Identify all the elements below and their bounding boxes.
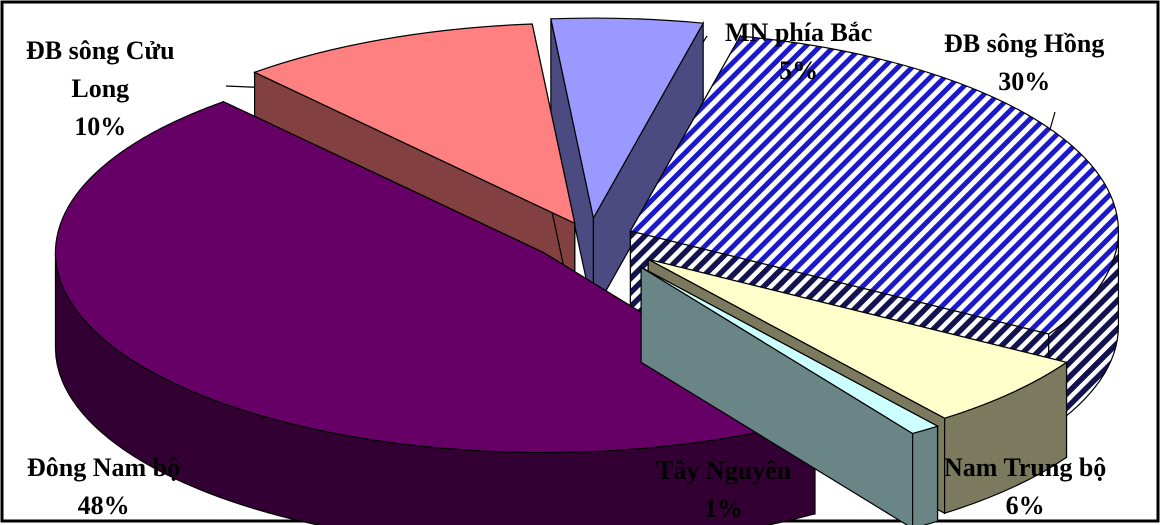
slice-2-top (647, 258, 1068, 419)
label-dnb-pct: 48% (77, 491, 130, 520)
slice-3-top (640, 266, 940, 435)
slice-0-top (550, 17, 705, 220)
slice-1-top (629, 35, 1119, 335)
label-db-song-cuu-long: ĐB sông Cửu Long 10% (26, 32, 175, 146)
label-mn-phia-bac: MN phía Bắc 5% (725, 14, 872, 90)
label-ntb-pct: 6% (1005, 491, 1045, 520)
label-mn-name: MN phía Bắc (725, 18, 873, 47)
label-dbsh-name: ĐB sông Hồng (944, 29, 1105, 58)
label-tay-nguyen: Tây Nguyên 1% (656, 452, 791, 525)
label-dnb-name: Đông Nam bộ (27, 453, 181, 482)
label-dong-nam-bo: Đông Nam bộ 48% (27, 449, 180, 525)
pie-slices (54, 17, 1120, 525)
label-cuulong-pct: 10% (74, 112, 127, 141)
pie-slice-0 (550, 17, 705, 316)
slice-5-top (253, 23, 576, 225)
slice-4-top (54, 100, 817, 454)
slice-3-rim (912, 425, 939, 525)
pie-slice-3 (640, 266, 940, 525)
label-dbsh-pct: 30% (998, 67, 1051, 96)
label-tn-name: Tây Nguyên (656, 456, 792, 485)
label-tn-pct: 1% (704, 494, 744, 523)
label-cuulong-name2: Long (71, 74, 130, 103)
label-cuulong-name1: ĐB sông Cửu (26, 36, 175, 65)
label-ntb-name: Nam Trung bộ (944, 453, 1107, 482)
label-mn-pct: 5% (779, 56, 819, 85)
label-nam-trung-bo: Nam Trung bộ 6% (944, 449, 1106, 525)
label-db-song-hong: ĐB sông Hồng 30% (944, 25, 1104, 101)
